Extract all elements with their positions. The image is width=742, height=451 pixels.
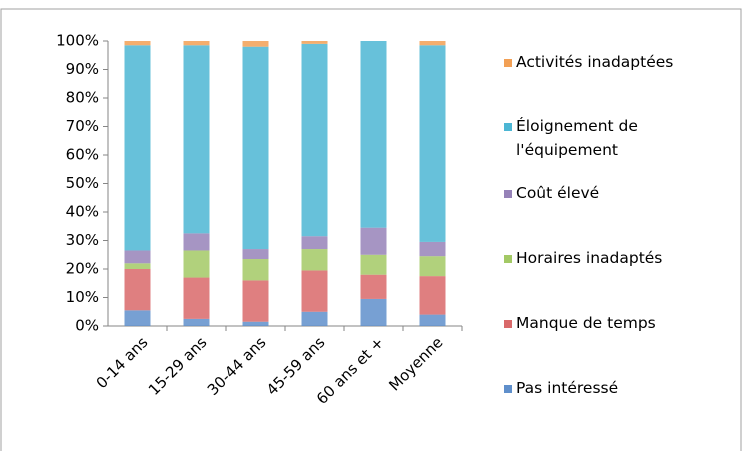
legend-item: Manque de temps [504, 311, 729, 335]
bar-segment [419, 41, 446, 46]
y-tick-label: 40% [66, 203, 99, 221]
legend-item: Pas intéressé [504, 376, 729, 400]
bar-segment [242, 259, 269, 281]
y-tick-label: 0% [75, 317, 99, 335]
x-tick-label: 30-44 ans [204, 333, 270, 399]
legend-swatch [504, 385, 512, 393]
bar-segment [242, 321, 269, 326]
legend-label: Manque de temps [516, 314, 656, 332]
bar-segment [242, 249, 269, 260]
bar-segment [183, 277, 210, 319]
bar-segment [183, 233, 210, 251]
bar-segment [242, 280, 269, 322]
bar-segment [360, 254, 387, 275]
bar-segment [183, 45, 210, 234]
bar-segment [419, 256, 446, 277]
bar-segment [242, 46, 269, 250]
bar-segment [183, 41, 210, 46]
bar-segment [301, 43, 328, 237]
legend-label: Coût élevé [516, 184, 600, 202]
bar-segment [124, 250, 151, 264]
bar-segment [124, 41, 151, 46]
bar-segment [124, 263, 151, 269]
legend-label: Éloignement de l'équipement [516, 117, 638, 159]
bar-segment [301, 249, 328, 271]
bar-segment [419, 45, 446, 242]
bar-segment [360, 41, 387, 228]
y-tick-label: 80% [66, 89, 99, 107]
bar-segment [183, 250, 210, 278]
legend-label: Horaires inadaptés [516, 249, 663, 267]
y-tick-label: 100% [56, 32, 99, 50]
bar-segment [360, 227, 387, 255]
legend-item: Coût élevé [504, 181, 729, 205]
legend-label: Activités inadaptées [516, 53, 674, 71]
y-tick-label: 60% [66, 146, 99, 164]
bar-segment [419, 276, 446, 315]
legend-swatch [504, 320, 512, 328]
legend-item: Horaires inadaptés [504, 246, 729, 270]
bar-segment [419, 241, 446, 257]
x-tick-label: Moyenne [385, 333, 446, 394]
bar-segment [301, 236, 328, 250]
x-tick-label: 0-14 ans [93, 333, 152, 392]
bar-segment [242, 41, 269, 47]
legend-swatch [504, 255, 512, 263]
legend-item: Activités inadaptées [504, 50, 729, 74]
y-tick-label: 10% [66, 288, 99, 306]
legend-item: Éloignement de l'équipement [504, 114, 689, 162]
bar-segment [301, 41, 328, 44]
y-tick-label: 50% [66, 174, 99, 192]
y-tick-label: 30% [66, 231, 99, 249]
y-tick-label: 70% [66, 117, 99, 135]
bar-segment [360, 298, 387, 326]
x-tick-label: 15-29 ans [145, 333, 211, 399]
legend-swatch [504, 123, 512, 131]
legend-label: Pas intéressé [516, 379, 619, 397]
legend-swatch [504, 190, 512, 198]
bar-segment [124, 45, 151, 251]
bar-segment [419, 314, 446, 326]
bar-segment [301, 311, 328, 326]
bar-segment [124, 310, 151, 326]
bar-segment [301, 270, 328, 312]
bar-segment [360, 274, 387, 299]
legend-swatch [504, 59, 512, 67]
bar-segment [124, 269, 151, 311]
y-tick-label: 20% [66, 260, 99, 278]
y-tick-label: 90% [66, 60, 99, 78]
frame [0, 8, 742, 451]
bar-segment [183, 318, 210, 326]
